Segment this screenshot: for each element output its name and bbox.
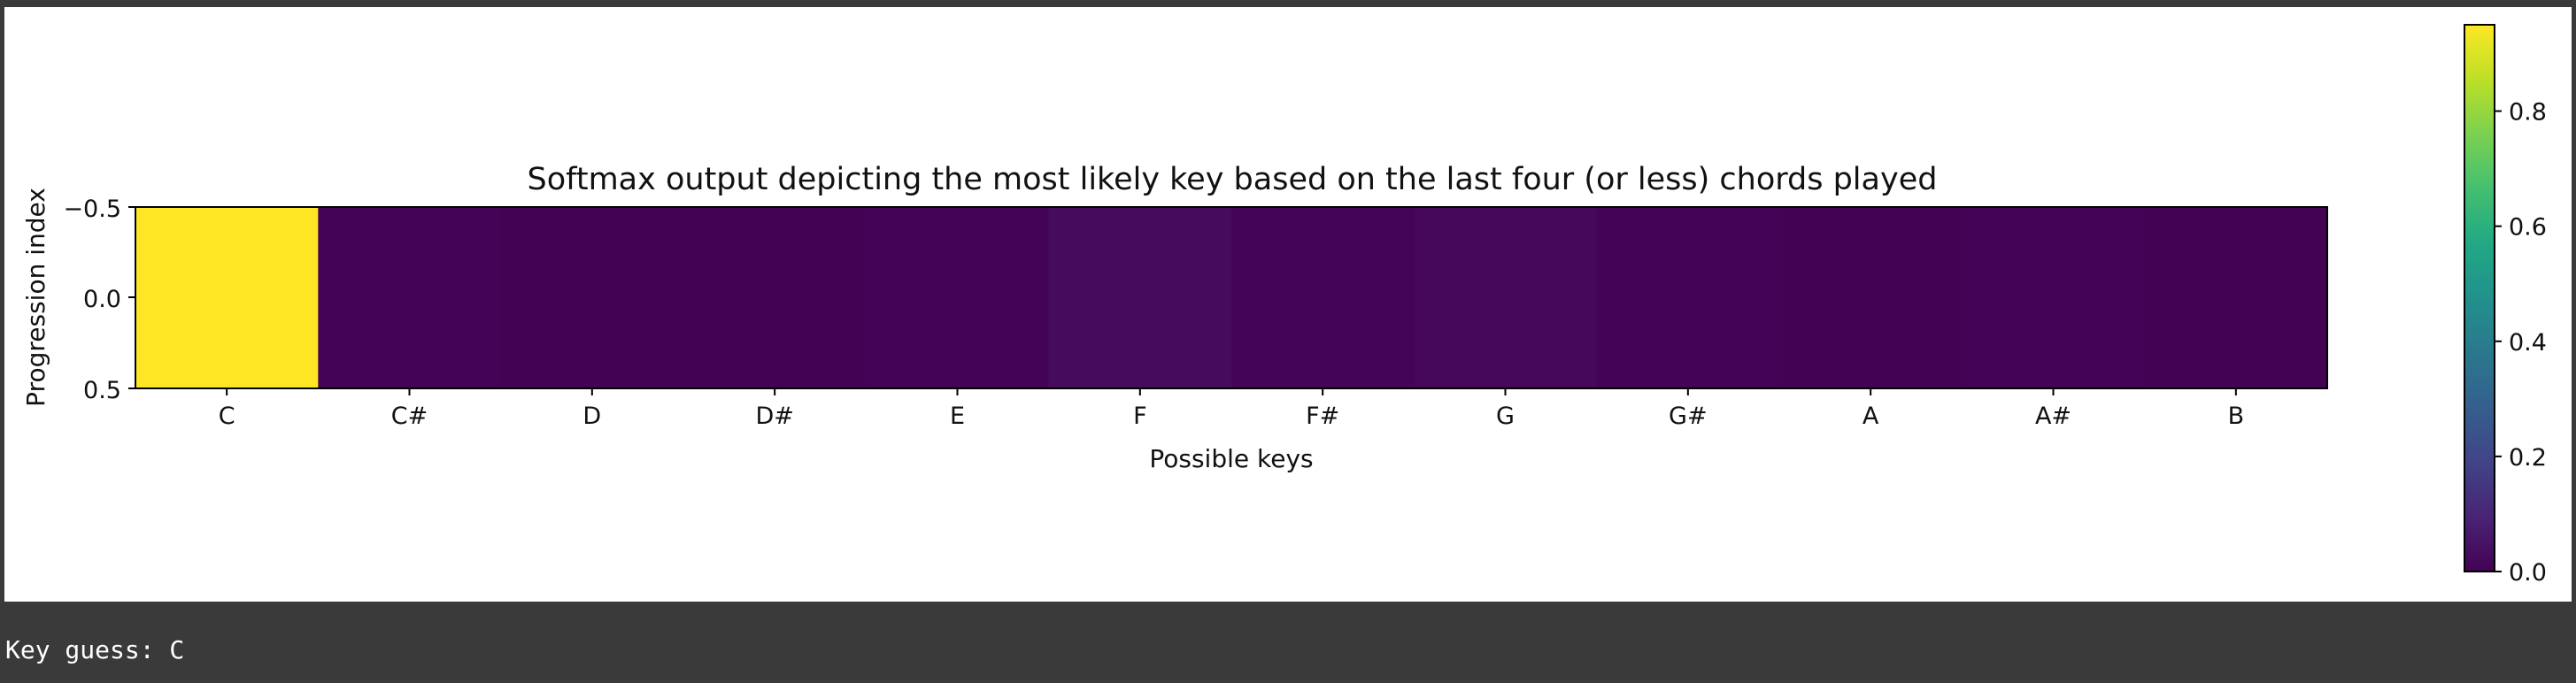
heatmap-cell <box>1962 207 2146 388</box>
y-axis-ticks: −0.5 0.0 0.5 <box>63 196 135 404</box>
x-tick-label: D# <box>755 403 793 430</box>
x-tick-label: F# <box>1306 403 1339 430</box>
console-output: Key guess: C <box>5 635 185 664</box>
heatmap-cell <box>318 207 502 388</box>
colorbar-tick-label: 0.4 <box>2509 329 2547 357</box>
heatmap-cell <box>2144 207 2328 388</box>
heatmap-cell <box>1048 207 1232 388</box>
colorbar-tick-label: 0.6 <box>2509 214 2547 242</box>
chart-title: Softmax output depicting the most likely… <box>528 162 1938 197</box>
colorbar-tick-label: 0.2 <box>2509 444 2547 472</box>
colorbar-gradient <box>2464 24 2495 572</box>
x-tick-label: A# <box>2035 403 2071 430</box>
heatmap-cell <box>500 207 684 388</box>
y-axis-label: Progression index <box>21 188 50 407</box>
heatmap-cell <box>1231 207 1415 388</box>
y-tick-label: −0.5 <box>63 196 121 223</box>
colorbar-tick-label: 0.0 <box>2509 559 2547 587</box>
colorbar-ticks: 0.0 0.2 0.4 0.6 0.8 <box>2495 99 2547 587</box>
colorbar-tick-label: 0.8 <box>2509 99 2547 127</box>
x-tick-label: D <box>582 403 601 430</box>
heatmap-cell <box>1779 207 1963 388</box>
heatmap-cell <box>135 207 319 388</box>
x-axis-label: Possible keys <box>1149 444 1313 473</box>
y-tick-label: 0.0 <box>83 286 121 313</box>
heatmap-cell <box>1596 207 1780 388</box>
y-tick-label: 0.5 <box>83 377 121 404</box>
x-tick-label: C# <box>391 403 428 430</box>
heatmap-cells <box>135 207 2328 388</box>
x-tick-label: G <box>1496 403 1515 430</box>
colorbar: 0.0 0.2 0.4 0.6 0.8 <box>2464 24 2547 587</box>
heatmap-cell <box>866 207 1050 388</box>
heatmap-cell <box>683 207 867 388</box>
x-tick-label: G# <box>1669 403 1708 430</box>
x-tick-label: F <box>1133 403 1147 430</box>
notebook-output-area: Softmax output depicting the most likely… <box>4 7 2572 602</box>
x-tick-label: C <box>219 403 235 430</box>
x-axis-ticks: C C# D D# E F F# G G# A A# B <box>219 388 2244 430</box>
x-tick-label: E <box>950 403 965 430</box>
heatmap-figure: Softmax output depicting the most likely… <box>21 24 2547 587</box>
x-tick-label: B <box>2228 403 2245 430</box>
x-tick-label: A <box>1863 403 1879 430</box>
heatmap-cell <box>1414 207 1598 388</box>
